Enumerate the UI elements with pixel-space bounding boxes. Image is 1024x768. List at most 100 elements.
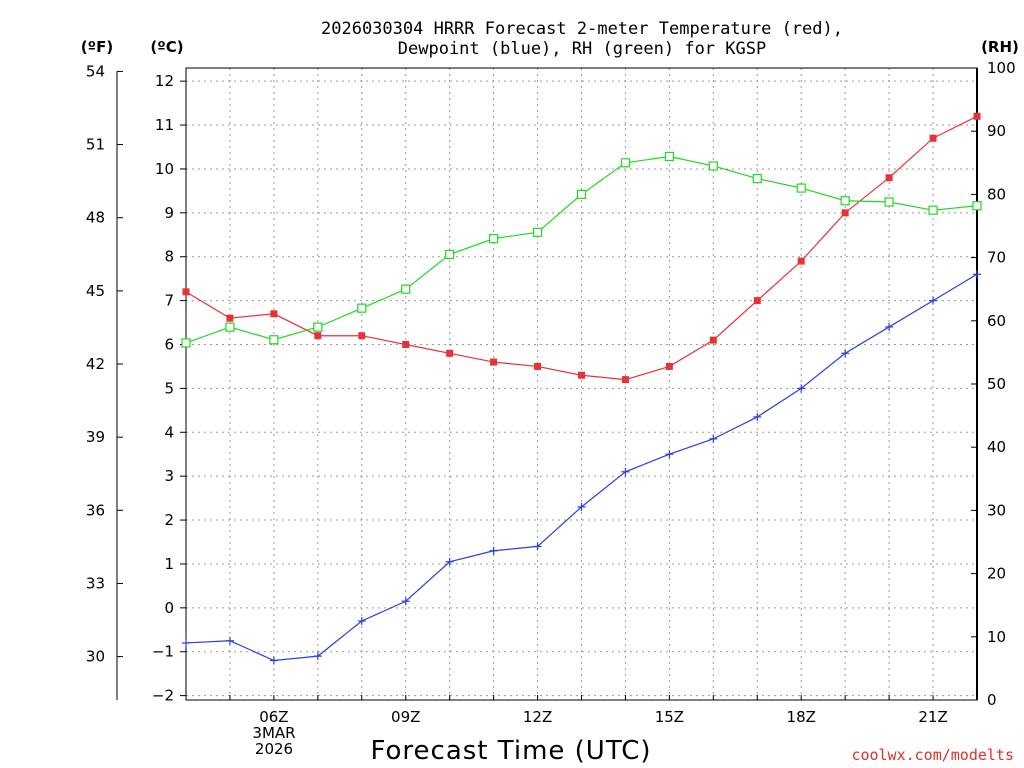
rh-point [708,161,718,171]
rh-point [576,189,587,199]
fahrenheit-tick-label: 36 [86,501,105,519]
series-rh [181,151,982,348]
rh-point [840,196,850,206]
rh-tick-label: 30 [987,501,1006,519]
rh-tick-label: 0 [987,691,997,709]
date-label-year: 2026 [255,740,293,758]
celsius-tick-label: 2 [164,511,174,529]
dewpoint-point [841,349,850,358]
fahrenheit-axis-unit: (ºF) [81,38,113,56]
dewpoint-point [489,546,498,555]
temperature-point [973,112,981,120]
chart-title-line1: 2026030304 HRRR Forecast 2-meter Tempera… [321,19,843,39]
rh-tick-label: 50 [987,375,1006,393]
temperature-point [753,297,761,305]
rh-point [620,158,631,168]
temperature-point [578,371,585,379]
rh-point [181,338,191,348]
temperature-point [402,341,410,348]
rh-point [796,183,806,193]
fahrenheit-tick-label: 39 [86,428,105,446]
tick-labels: −2−1012345678910111230333639424548515401… [86,59,1016,726]
dewpoint-point [753,412,762,421]
rh-tick-label: 100 [987,59,1016,77]
dewpoint-point [577,502,586,511]
temperature-point [709,336,717,344]
temperature-point [885,174,893,182]
dewpoint-point [269,656,278,665]
rh-point [313,322,323,332]
fahrenheit-tick-label: 45 [86,282,105,300]
celsius-tick-label: −1 [152,643,174,661]
temperature-point [270,310,278,318]
celsius-axis-unit: (ºC) [150,38,183,56]
temperature-point [797,257,805,265]
rh-tick-label: 90 [987,122,1006,140]
rh-tick-label: 70 [987,249,1006,267]
fahrenheit-tick-label: 42 [86,355,105,373]
rh-axis-unit: (RH) [981,38,1019,56]
x-tick-label: 09Z [391,708,420,726]
dewpoint-point [313,652,322,661]
series-temperature [182,112,981,384]
x-axis-title: Forecast Time (UTC) [370,736,651,766]
temperature-point [534,362,542,370]
temperature-point [490,358,498,366]
celsius-tick-label: 6 [164,336,174,354]
temperature-point [621,376,629,384]
celsius-tick-label: 0 [164,599,174,617]
celsius-tick-label: 3 [164,467,174,485]
rh-point [445,249,455,260]
celsius-tick-label: 7 [164,292,174,310]
celsius-tick-label: 5 [164,379,174,397]
dewpoint-point [973,270,981,279]
temperature-point [929,134,937,142]
fahrenheit-tick-label: 33 [86,574,105,592]
rh-tick-label: 40 [987,438,1006,456]
x-tick-label: 21Z [918,708,947,726]
date-label-day: 3MAR [252,724,295,742]
temperature-point [182,288,190,296]
celsius-tick-label: 4 [164,423,174,441]
chart-title-line2: Dewpoint (blue), RH (green) for KGSP [398,39,766,59]
rh-point [532,227,543,237]
dewpoint-point [401,597,410,606]
data-series [181,112,982,665]
dewpoint-point [357,617,366,625]
rh-point [884,197,894,207]
series-dewpoint [182,270,981,665]
dewpoint-point [709,434,718,443]
x-tick-label: 06Z [259,708,288,726]
celsius-tick-label: 10 [155,160,174,178]
dewpoint-point [182,638,190,647]
x-tick-label: 15Z [655,708,684,726]
rh-point [664,151,674,162]
x-tick-label: 18Z [787,708,816,726]
celsius-tick-label: 11 [155,116,174,134]
rh-point [225,322,235,332]
plot-frame [185,67,978,701]
temperature-point [665,362,673,370]
celsius-tick-label: 9 [164,204,174,222]
rh-point [972,201,982,211]
rh-tick-label: 60 [987,312,1006,330]
celsius-tick-label: 8 [164,248,174,266]
rh-point [928,205,938,215]
temperature-point [358,332,366,340]
x-tick-label: 12Z [523,708,552,726]
dewpoint-point [621,467,630,476]
dewpoint-point [225,636,234,645]
grid-lines [186,68,977,700]
rh-point [489,234,499,244]
fahrenheit-tick-label: 54 [86,62,105,80]
rh-point [401,284,411,294]
fahrenheit-tick-label: 51 [86,136,105,154]
dewpoint-point [533,542,542,551]
credit-link[interactable]: coolwx.com/modelts [851,746,1014,764]
fahrenheit-tick-label: 30 [86,648,105,666]
rh-point [357,303,367,313]
celsius-tick-label: 12 [155,72,174,90]
dewpoint-point [445,557,454,566]
dewpoint-point [665,450,674,459]
